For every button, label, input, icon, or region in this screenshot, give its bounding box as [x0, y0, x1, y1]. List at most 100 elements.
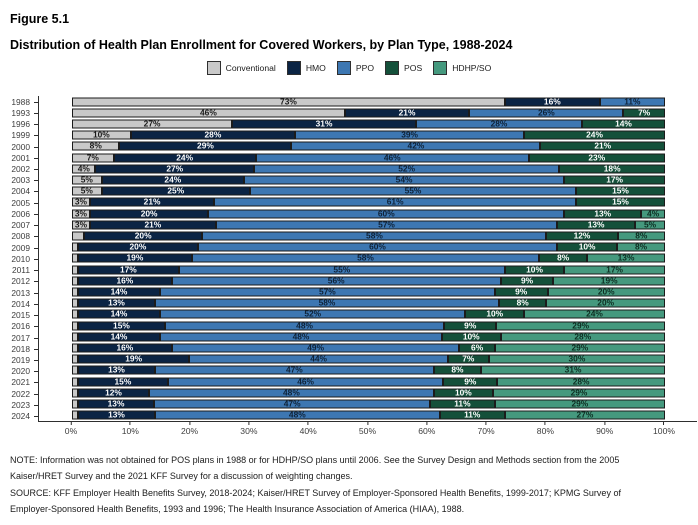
bar-segment-hmo: 14%: [77, 287, 161, 297]
bar-row-2023: 13% 47% 11% 29%: [72, 398, 665, 409]
bar-segment-label: 48%: [288, 409, 306, 420]
bar-segment-hdhpso: 8%: [617, 231, 665, 241]
bar-segment-pos: 10%: [504, 264, 565, 275]
bar-segment-label: 47%: [283, 398, 301, 409]
bar-segment-pos: 7%: [623, 107, 665, 118]
bar-segment-hmo: 21%: [89, 196, 215, 207]
bar-segment-label: 4%: [647, 208, 660, 219]
bar-segment-pos: 11%: [430, 398, 495, 409]
bar-segment-label: 16%: [543, 96, 561, 107]
year-label: 2022: [11, 388, 30, 399]
bar-segment-label: 27%: [576, 409, 594, 420]
bar-segment-ppo: 55%: [178, 265, 505, 275]
bar-row-2022: 12% 48% 10% 29%: [72, 387, 665, 398]
bar-segment-ppo: 11%: [599, 97, 665, 107]
source-line: SOURCE: KFF Employer Health Benefits Sur…: [10, 487, 621, 498]
bar-segment-conventional: [72, 287, 78, 297]
bar-segment-label: 21%: [398, 107, 416, 118]
bar-segment-conventional: [72, 354, 78, 364]
year-label: 2006: [11, 208, 30, 219]
legend-label-pos: POS: [404, 63, 423, 73]
bar-segment-label: 31%: [564, 364, 582, 375]
bar-segment-pos: 12%: [546, 231, 618, 241]
bar-segment-label: 11%: [454, 398, 471, 409]
stacked-bar: 46% 21% 26% 7%: [72, 107, 665, 118]
bar-segment-pos: 23%: [528, 153, 665, 163]
bar-segment-pos: 10%: [441, 332, 501, 342]
legend-swatch-ppo: [336, 61, 351, 75]
bar-segment-hdhpso: 19%: [553, 276, 665, 286]
y-axis-row: 2011: [0, 265, 38, 276]
bar-segment-label: 46%: [200, 107, 217, 118]
bar-segment-conventional: 73%: [72, 97, 505, 107]
bar-segment-label: 8%: [634, 241, 648, 252]
bar-segment-ppo: 47%: [155, 365, 434, 375]
bar-segment-label: 60%: [369, 241, 386, 252]
bar-segment-conventional: [72, 298, 78, 308]
bar-segment-label: 13%: [108, 364, 125, 375]
x-tick-mark: [604, 422, 606, 425]
bar-segment-label: 15%: [114, 376, 132, 387]
bar-segment-label: 3%: [74, 219, 88, 230]
legend-swatch-conventional: [206, 61, 221, 75]
bar-segment-label: 14%: [615, 118, 632, 129]
bar-segment-conventional: 27%: [72, 119, 233, 129]
legend-item-hdhpso: HDHP/SO: [433, 61, 491, 75]
stacked-bar: 13% 58% 8% 20%: [72, 298, 665, 308]
bar-segment-hmo: 21%: [344, 107, 470, 118]
x-tick-mark: [366, 422, 368, 425]
bar-segment-hmo: 16%: [77, 342, 172, 353]
year-label: 2007: [11, 219, 30, 230]
bar-segment-label: 21%: [143, 196, 161, 207]
bar-segment-label: 10%: [454, 387, 472, 398]
bar-segment-conventional: [72, 332, 78, 342]
stacked-bar: 20% 60% 10% 8%: [72, 241, 665, 252]
bar-segment-ppo: 39%: [295, 130, 525, 140]
bar-segment-ppo: 58%: [155, 298, 499, 308]
bar-segment-label: 14%: [110, 308, 128, 319]
bar-segment-label: 16%: [116, 342, 134, 353]
bar-segment-ppo: 48%: [149, 388, 434, 398]
x-tick-label: 30%: [240, 426, 258, 436]
bar-segment-pos: 10%: [465, 309, 525, 319]
bar-segment-label: 10%: [526, 264, 543, 275]
chart-legend: Conventional HMO PPO POS HDHP/SO: [0, 61, 698, 75]
bar-segment-label: 7%: [638, 107, 651, 118]
y-axis-row: 1999: [0, 130, 38, 141]
y-axis-tick: [34, 337, 38, 339]
year-label: 2005: [11, 197, 30, 208]
x-tick-mark: [70, 422, 72, 425]
bar-segment-label: 9%: [515, 286, 528, 297]
x-axis-tick: 70%: [477, 422, 495, 436]
x-axis-tick: 20%: [181, 422, 198, 436]
bar-segment-pos: 13%: [564, 209, 642, 219]
year-label: 2024: [11, 410, 30, 421]
stacked-bar: 14% 52% 10% 24%: [72, 308, 665, 319]
year-label: 2013: [11, 287, 30, 298]
bar-row-2021: 15% 46% 9% 28%: [72, 376, 665, 387]
y-axis-tick: [34, 191, 38, 193]
y-axis-tick: [34, 124, 38, 126]
bar-row-2017: 14% 48% 10% 28%: [72, 331, 665, 342]
x-tick-mark: [189, 422, 191, 425]
stacked-bar: 10% 28% 39% 24%: [72, 130, 665, 140]
bar-segment-hdhpso: 31%: [481, 364, 665, 375]
year-label: 1988: [11, 96, 30, 107]
y-axis-tick: [34, 303, 38, 305]
bar-segment-label: 48%: [292, 331, 310, 342]
year-label: 1999: [11, 130, 30, 141]
bar-segment-pos: 8%: [433, 365, 482, 375]
y-axis-tick: [34, 360, 38, 361]
y-axis-tick: [34, 180, 38, 182]
plot-panel: 73% 16% 11% 46% 21% 26% 7% 27% 31% 28% 14% 10% 28% 39…: [38, 96, 697, 422]
year-label: 1993: [11, 107, 30, 118]
y-axis-row: 2014: [0, 298, 38, 309]
bar-segment-hmo: 17%: [77, 265, 179, 275]
bar-segment-pos: 8%: [498, 298, 547, 308]
bar-segment-hdhpso: 29%: [494, 399, 665, 409]
bar-segment-hmo: 29%: [119, 141, 292, 151]
legend-label-ppo: PPO: [355, 63, 375, 73]
year-label: 2018: [11, 343, 30, 354]
stacked-bar: 12% 48% 10% 29%: [72, 387, 665, 398]
